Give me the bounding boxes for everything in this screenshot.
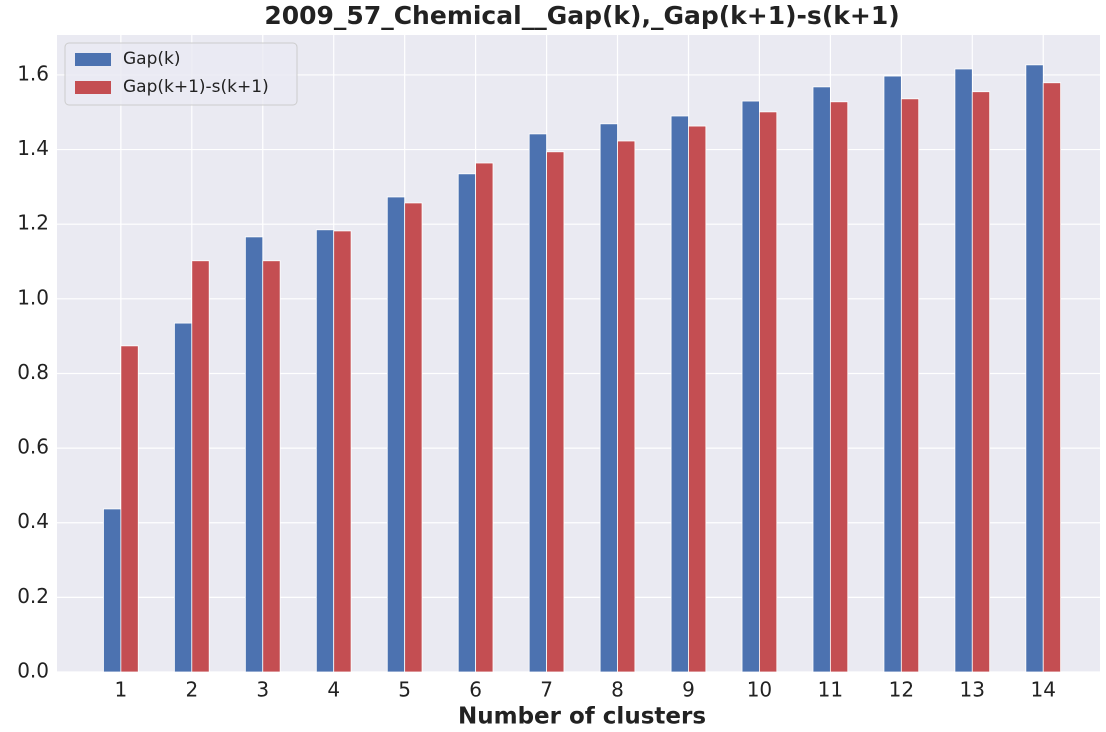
- x-tick-label: 6: [469, 678, 482, 702]
- chart-title: 2009_57_Chemical__Gap(k),_Gap(k+1)-s(k+1…: [264, 1, 899, 30]
- y-tick-label: 0.8: [17, 360, 49, 384]
- bar: [741, 100, 760, 673]
- x-tick-label: 9: [682, 678, 695, 702]
- x-tick-label: 14: [1031, 678, 1056, 702]
- bar: [386, 196, 406, 673]
- bar: [759, 111, 778, 673]
- bar: [954, 68, 973, 673]
- bar: [599, 123, 618, 673]
- bar: [1042, 82, 1062, 673]
- bar: [191, 260, 210, 673]
- legend-swatch: [75, 53, 111, 66]
- bar: [617, 140, 636, 673]
- legend-label: Gap(k+1)-s(k+1): [123, 77, 269, 97]
- y-tick-label: 0.4: [17, 509, 49, 533]
- bar: [475, 162, 494, 673]
- bar: [1025, 64, 1044, 673]
- x-tick-label: 2: [185, 678, 198, 702]
- bar: [174, 322, 193, 673]
- y-tick-label: 0.0: [17, 659, 49, 683]
- plot-area: [57, 35, 1100, 672]
- bar: [244, 236, 264, 673]
- legend-swatch: [75, 81, 111, 94]
- x-tick-label: 4: [327, 678, 340, 702]
- bar: [829, 101, 849, 673]
- y-tick-label: 0.6: [17, 435, 49, 459]
- bar: [404, 202, 423, 673]
- bar: [120, 345, 139, 673]
- x-tick-label: 1: [114, 678, 127, 702]
- bars: [103, 64, 1062, 673]
- bar: [333, 230, 352, 673]
- bar: [546, 151, 565, 673]
- y-tick-label: 1.4: [17, 136, 49, 160]
- x-tick-label: 3: [256, 678, 269, 702]
- bar: [670, 115, 689, 673]
- x-tick-label: 7: [540, 678, 553, 702]
- x-axis-label: Number of clusters: [458, 704, 706, 730]
- x-tick-label: 11: [818, 678, 843, 702]
- bar: [315, 229, 335, 673]
- bar: [262, 260, 281, 673]
- bar: [103, 508, 122, 673]
- y-tick-label: 1.2: [17, 211, 49, 235]
- y-tick-label: 1.6: [17, 61, 49, 85]
- bar: [812, 86, 831, 673]
- bar: [883, 75, 902, 673]
- y-tick-label: 0.2: [17, 584, 49, 608]
- legend-box: [64, 42, 298, 106]
- bar: [900, 98, 920, 673]
- y-tick-label: 1.0: [17, 285, 49, 309]
- bar: [528, 133, 547, 673]
- x-tick-label: 13: [960, 678, 985, 702]
- x-tick-label: 5: [398, 678, 411, 702]
- bar: [457, 173, 477, 673]
- x-tick-label: 8: [611, 678, 624, 702]
- bar: [971, 91, 991, 673]
- x-tick-label: 10: [747, 678, 772, 702]
- legend-label: Gap(k): [123, 49, 181, 69]
- bar: [688, 125, 707, 673]
- x-tick-label: 12: [889, 678, 914, 702]
